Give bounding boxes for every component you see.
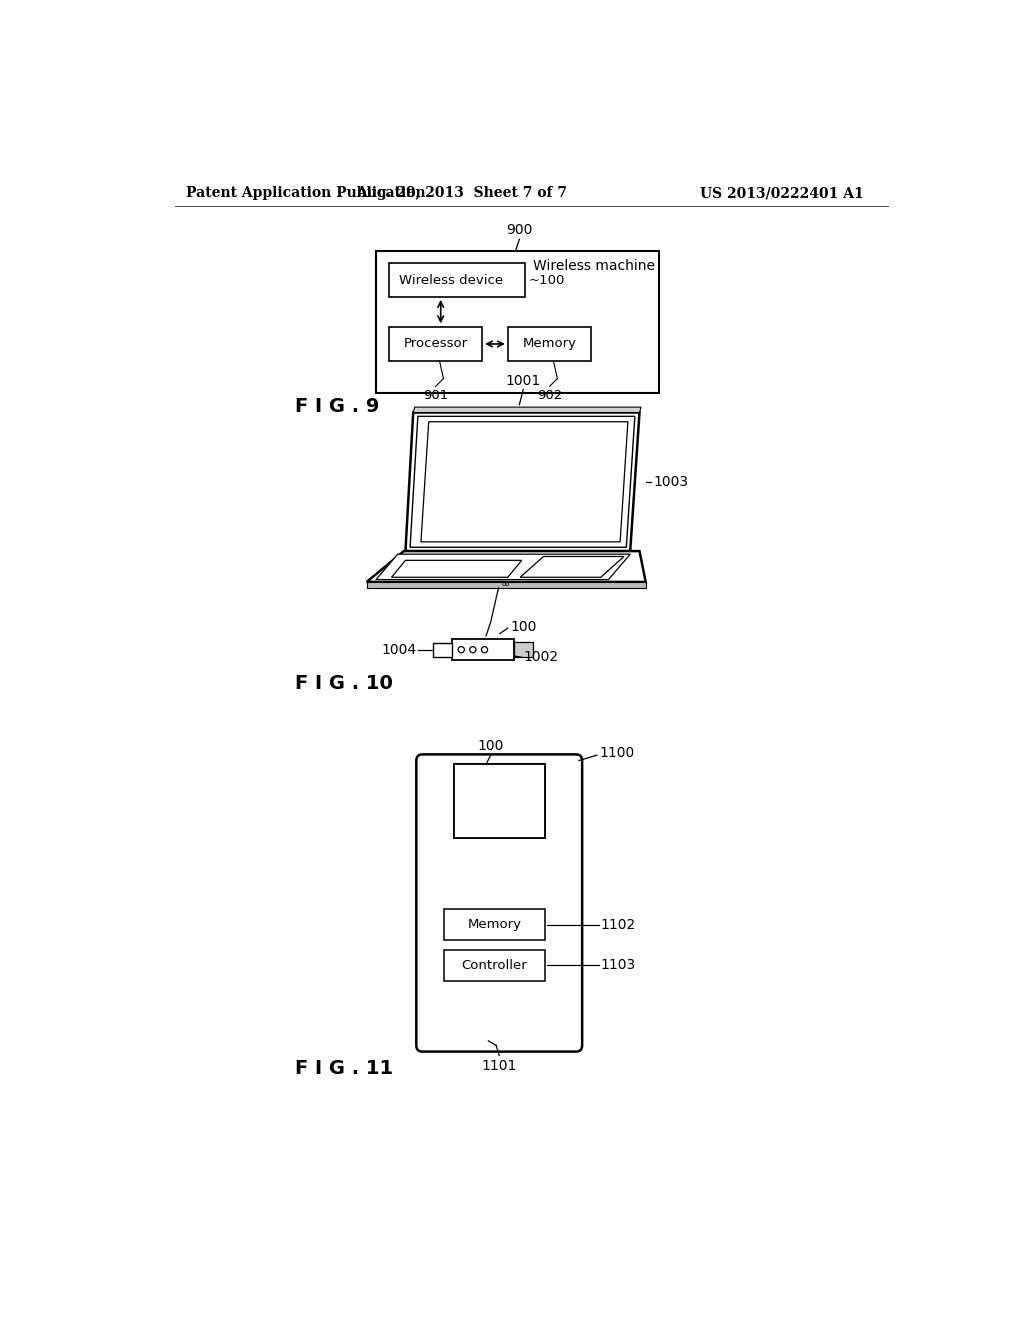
Text: F I G . 9: F I G . 9 (295, 397, 379, 416)
Bar (444, 950, 545, 981)
Polygon shape (414, 407, 641, 412)
Text: Aug. 29, 2013  Sheet 7 of 7: Aug. 29, 2013 Sheet 7 of 7 (355, 186, 566, 201)
Text: 1102: 1102 (601, 917, 636, 932)
Bar (452, 639, 514, 660)
Polygon shape (514, 642, 532, 657)
Bar (454, 764, 545, 838)
Polygon shape (367, 582, 646, 589)
Bar (454, 764, 545, 838)
Text: F I G . 11: F I G . 11 (295, 1059, 393, 1078)
Text: Patent Application Publication: Patent Application Publication (186, 186, 426, 201)
Text: ~100: ~100 (528, 273, 565, 286)
Text: Wireless device: Wireless device (398, 273, 503, 286)
Text: 100: 100 (510, 619, 537, 634)
Text: oo: oo (502, 581, 510, 587)
Polygon shape (410, 416, 635, 548)
Circle shape (470, 647, 476, 653)
Text: 1101: 1101 (481, 1059, 517, 1073)
Text: F I G . 10: F I G . 10 (295, 675, 392, 693)
Text: 900: 900 (506, 223, 532, 238)
Bar (444, 909, 545, 940)
Polygon shape (406, 412, 640, 552)
Polygon shape (432, 643, 452, 656)
Bar (508, 327, 592, 360)
Text: 1004: 1004 (381, 643, 417, 656)
Circle shape (458, 647, 464, 653)
Text: 100: 100 (477, 739, 504, 752)
Text: Controller: Controller (462, 958, 527, 972)
Text: 1003: 1003 (653, 475, 688, 488)
Polygon shape (391, 561, 521, 577)
Polygon shape (376, 554, 630, 579)
Text: 902: 902 (537, 389, 562, 403)
Bar (376, 251, 658, 393)
Polygon shape (421, 422, 628, 543)
Polygon shape (520, 557, 624, 577)
Text: 1002: 1002 (523, 651, 558, 664)
Polygon shape (367, 552, 646, 582)
Text: 1103: 1103 (601, 958, 636, 973)
Bar (389, 263, 524, 297)
Text: US 2013/0222401 A1: US 2013/0222401 A1 (700, 186, 864, 201)
Text: 901: 901 (423, 389, 449, 403)
Text: Wireless machine: Wireless machine (534, 259, 655, 272)
Text: Memory: Memory (522, 338, 577, 351)
Text: 1001: 1001 (506, 374, 541, 388)
FancyBboxPatch shape (417, 755, 583, 1052)
Bar (454, 764, 545, 838)
Text: Processor: Processor (403, 338, 468, 351)
Text: 1100: 1100 (599, 746, 635, 760)
Bar (389, 327, 482, 360)
Circle shape (481, 647, 487, 653)
Text: Memory: Memory (468, 917, 521, 931)
